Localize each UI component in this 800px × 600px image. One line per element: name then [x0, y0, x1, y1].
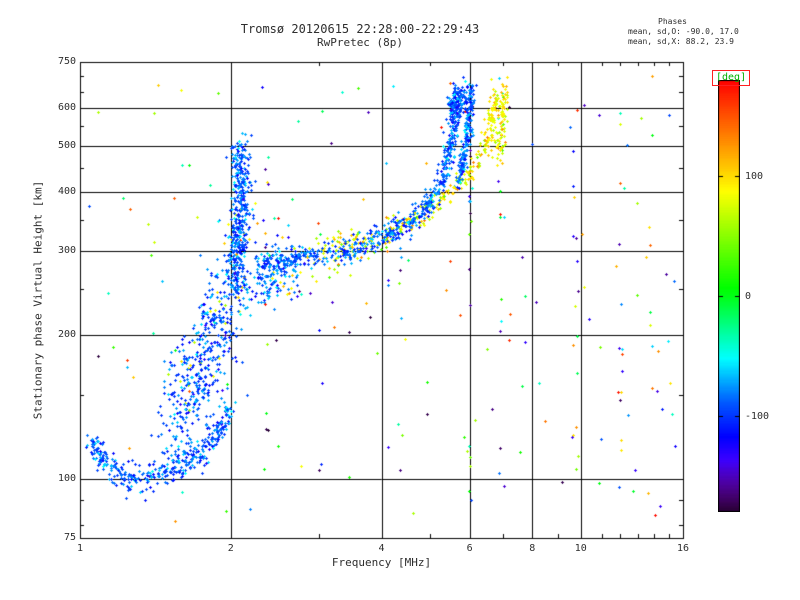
y-tick-label: 750: [57, 56, 76, 67]
x-tick-label: 8: [529, 543, 536, 554]
x-axis-label: Frequency [MHz]: [331, 556, 432, 569]
stats-heading: Phases: [658, 17, 687, 26]
plot-subtitle: RwPretec (8p): [316, 36, 404, 49]
y-tick-label: 75: [63, 532, 76, 543]
stats-x-mode-line: mean, sd,X: 88.2, 23.9: [628, 37, 734, 46]
y-axis-label: Stationary phase Virtual Height [km]: [31, 180, 45, 420]
y-tick-label: 100: [57, 472, 76, 484]
colorbar-tick-label: 100: [745, 170, 764, 182]
phase-stats-block: Phases mean, sd,O: -90.0, 17.0 mean, sd,…: [628, 17, 796, 47]
y-tick-label: 600: [57, 102, 76, 114]
x-tick-label: 16: [676, 543, 690, 554]
y-tick-label: 200: [57, 329, 76, 341]
colorbar-unit-label: [deg]: [712, 70, 751, 86]
x-tick-label: 6: [466, 543, 473, 554]
phase-colorbar: [718, 80, 740, 512]
plot-title: Tromsø 20120615 22:28:00-22:29:43: [240, 22, 480, 36]
stats-o-mode-line: mean, sd,O: -90.0, 17.0: [628, 27, 739, 36]
x-tick-label: 2: [227, 543, 234, 554]
x-tick-label: 10: [574, 543, 587, 554]
y-tick-label: 500: [57, 139, 76, 151]
colorbar-tick-label: 0: [745, 290, 752, 302]
y-tick-label: 300: [57, 245, 76, 257]
colorbar-tick-label: -100: [745, 410, 770, 422]
x-tick-label: 1: [76, 543, 84, 554]
x-tick-label: 4: [378, 543, 385, 554]
y-tick-label: 400: [57, 185, 76, 197]
